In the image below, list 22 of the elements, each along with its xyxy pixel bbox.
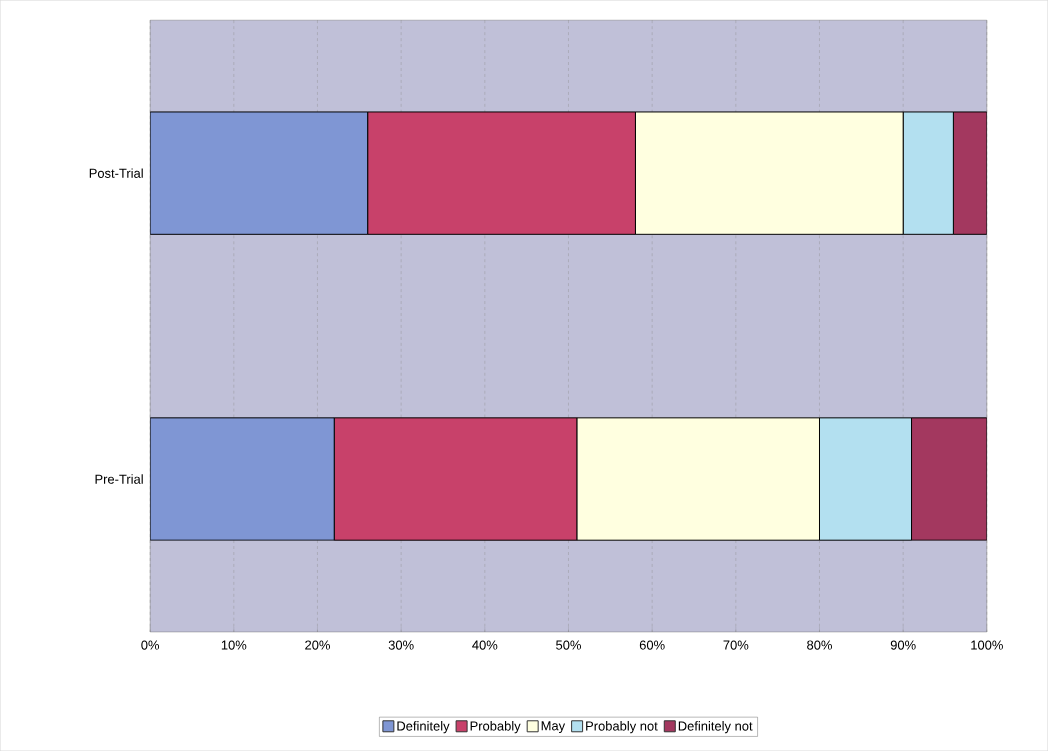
y-tick-label: Pre-Trial: [95, 474, 143, 484]
x-tick-label: 50%: [556, 640, 581, 650]
y-tick-label: Post-Trial: [89, 168, 143, 178]
x-tick-label: 90%: [890, 640, 916, 650]
bar: [911, 417, 987, 541]
legend-label: May: [541, 721, 566, 733]
bar: [150, 111, 369, 235]
x-tick-label: 80%: [807, 640, 832, 650]
x-tick-label: 40%: [472, 640, 498, 650]
legend-label: Probably: [470, 721, 521, 734]
x-tick-label: 20%: [305, 640, 330, 650]
x-tick-label: 0%: [141, 640, 160, 650]
legend-label: Definitely not: [678, 721, 753, 734]
x-tick-label: 60%: [639, 640, 665, 650]
x-tick-label: 30%: [388, 640, 414, 650]
bar: [952, 111, 987, 235]
bar: [150, 417, 335, 541]
legend-label: Definitely: [397, 721, 450, 734]
legend-label: Probably not: [586, 721, 658, 734]
x-tick-label: 70%: [723, 640, 749, 650]
x-tick-label: 10%: [221, 640, 247, 650]
x-tick-label: 100%: [971, 640, 1003, 650]
